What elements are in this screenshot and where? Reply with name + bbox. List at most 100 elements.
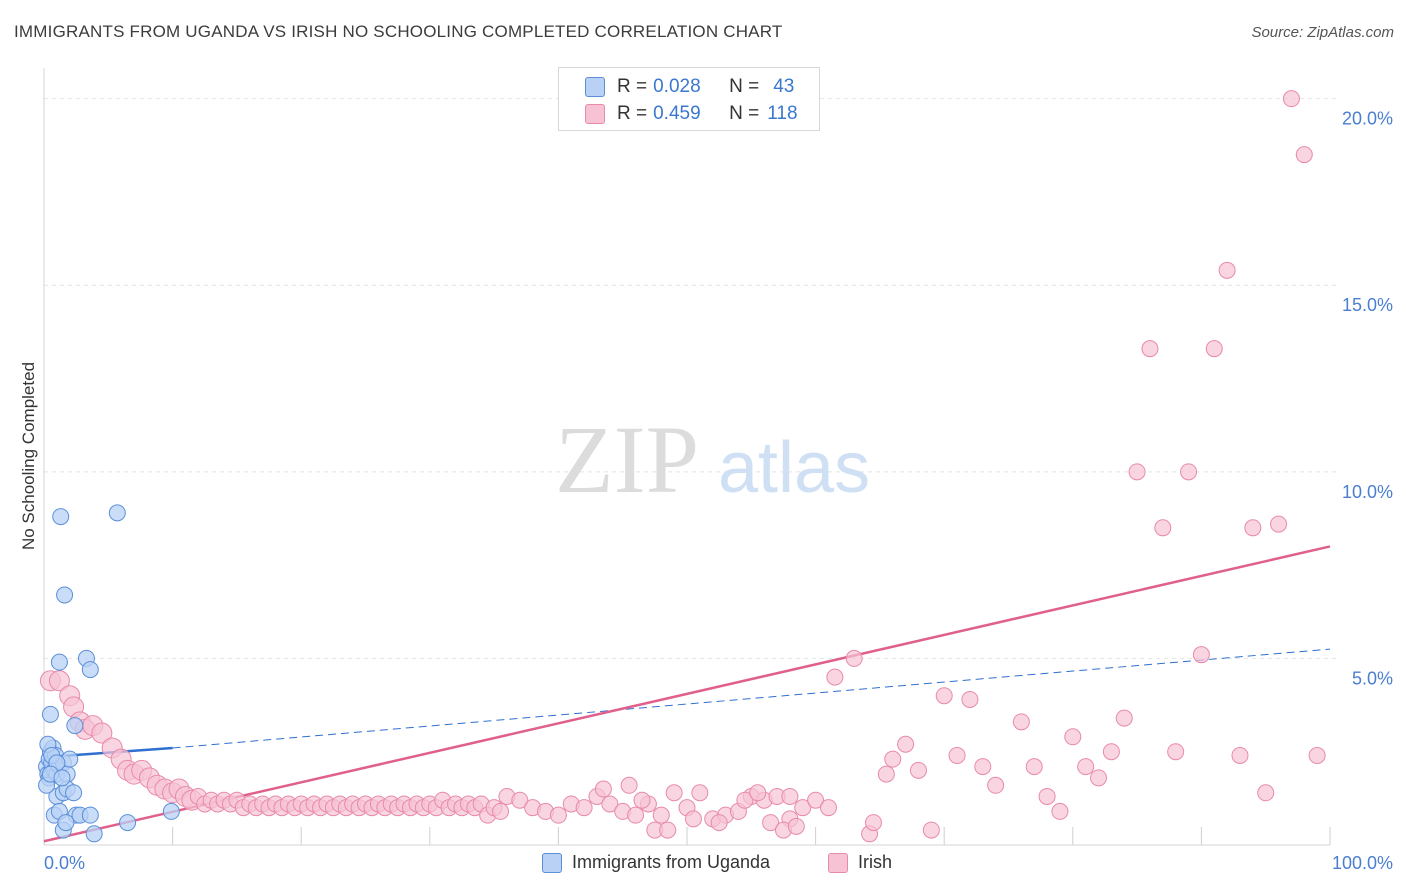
legend-swatch-blue [585,77,605,97]
uganda-point [50,653,68,671]
irish-point [974,758,992,776]
legend-swatch-pink [828,852,848,873]
irish-point [1012,713,1030,731]
irish-point [948,746,966,764]
irish-point [1167,743,1185,761]
uganda-point [85,825,103,843]
uganda-point [56,586,74,604]
irish-point [736,791,754,809]
watermark-atlas: atlas [718,428,870,508]
uganda-trend-extension [172,648,1331,749]
y-tick-label: 5.0% [1352,668,1393,688]
irish-point [1257,784,1275,802]
irish-point [652,806,670,824]
irish-point [659,821,677,839]
legend-item-uganda: Immigrants from Uganda [542,852,770,873]
irish-point [781,787,799,805]
irish-point [935,687,953,705]
irish-point [1102,743,1120,761]
legend-r-value: 0.028 [653,76,701,97]
y-tick-label: 10.0% [1342,482,1393,502]
uganda-points [38,504,180,843]
irish-point [601,795,619,813]
irish-point [594,780,612,798]
irish-point [1115,709,1133,727]
uganda-point [81,806,99,824]
irish-trend-line [43,545,1331,843]
irish-point [684,810,702,828]
legend-n-label: N = [729,76,760,97]
irish-point [922,821,940,839]
x-axis-min-label: 0.0% [44,853,85,873]
legend-label-irish: Irish [858,852,893,872]
irish-point [1205,340,1223,358]
irish-point [710,814,728,832]
irish-point [620,776,638,794]
irish-points [39,90,1326,843]
y-axis-title: No Schooling Completed [19,362,38,550]
y-tick-label: 15.0% [1342,295,1393,315]
legend-r-label: R = [617,103,648,124]
chart-source: Source: ZipAtlas.com [1251,24,1394,41]
legend-r-value: 0.459 [653,103,701,124]
irish-point [575,799,593,817]
irish-point [1180,463,1198,481]
legend-label-uganda: Immigrants from Uganda [572,852,771,872]
watermark-zip: ZIP [555,406,699,513]
irish-point [1038,787,1056,805]
irish-point [794,799,812,817]
legend-n-label: N = [729,103,760,124]
uganda-point [41,705,59,723]
irish-point [633,791,651,809]
irish-point [884,750,902,768]
uganda-point [57,814,75,832]
legend-n-value: 118 [767,103,798,124]
x-axis-max-label: 100.0% [1332,853,1393,873]
legend-swatch-blue [542,852,562,873]
legend-r-label: R = [617,76,648,97]
legend-row-irish: R = 0.459 N = 118 [585,102,798,126]
irish-point [91,722,113,744]
irish-point [826,668,844,686]
irish-point [48,670,70,692]
irish-point [1192,646,1210,664]
irish-point [1141,340,1159,358]
irish-point [762,814,780,832]
irish-point [1154,519,1172,537]
irish-point [807,791,825,809]
irish-point [627,806,645,824]
irish-point [1308,746,1326,764]
irish-point [1231,746,1249,764]
y-axis-labels: 5.0% 10.0% 15.0% 20.0% [1342,109,1393,689]
irish-point [987,776,1005,794]
irish-point [1244,519,1262,537]
uganda-point [53,769,71,787]
irish-point [1270,515,1288,533]
uganda-point [66,717,84,735]
legend-n-value: 43 [773,76,795,97]
chart-title: IMMIGRANTS FROM UGANDA VS IRISH NO SCHOO… [14,22,783,41]
irish-point [1282,90,1300,108]
legend-swatch-pink [585,104,605,124]
correlation-legend: R = 0.028 N = 43 R = 0.459 N = 118 [558,67,820,131]
irish-point [1077,758,1095,776]
irish-point [1051,802,1069,820]
legend-row-uganda: R = 0.028 N = 43 [585,75,794,99]
irish-point [691,784,709,802]
uganda-point [119,814,137,832]
irish-point [897,735,915,753]
irish-point [1218,261,1236,279]
irish-point [1064,728,1082,746]
legend-item-irish: Irish [828,852,892,873]
uganda-point [65,784,83,802]
irish-point [511,791,529,809]
irish-point [864,814,882,832]
y-tick-label: 20.0% [1342,109,1393,129]
uganda-point [162,802,180,820]
irish-point [845,649,863,667]
irish-point [665,784,683,802]
irish-point [1090,769,1108,787]
irish-point [1128,463,1146,481]
irish-point [787,817,805,835]
